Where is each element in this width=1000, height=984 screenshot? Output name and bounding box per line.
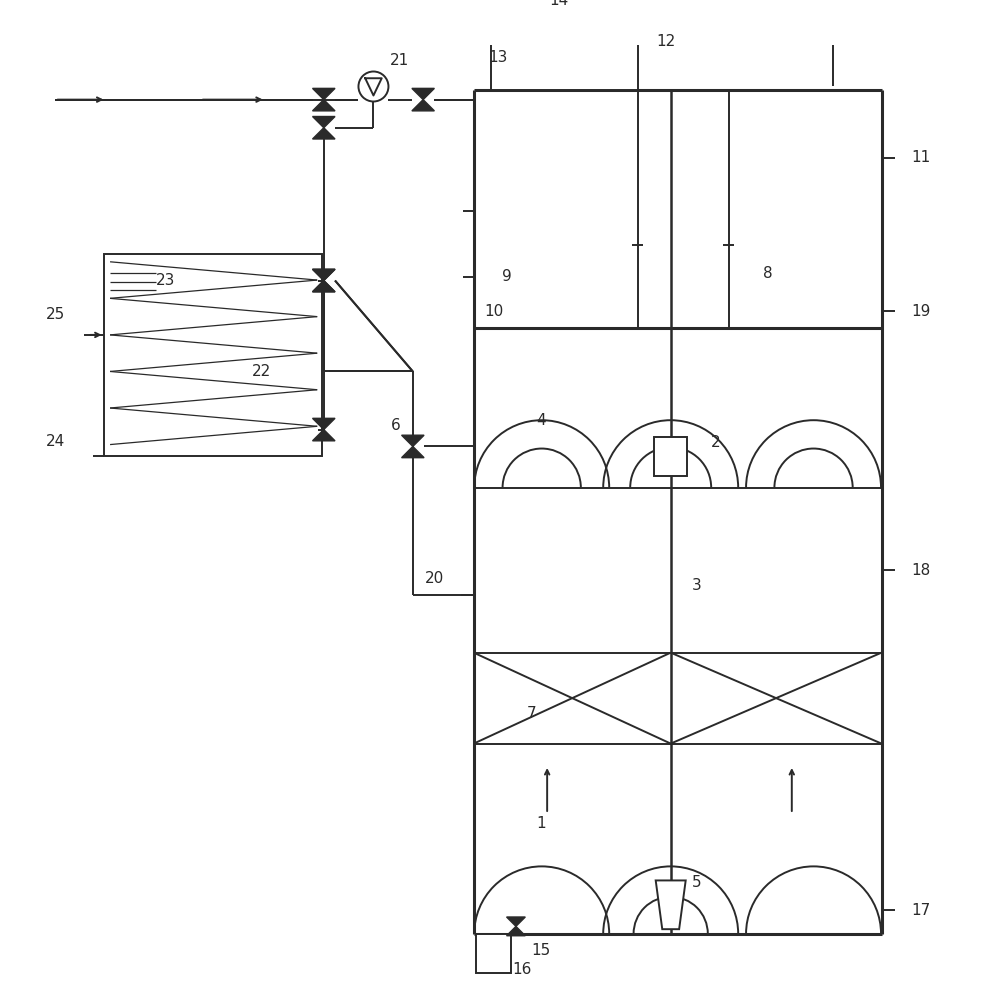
Text: 13: 13 [488,50,508,65]
Polygon shape [313,270,335,280]
Polygon shape [507,926,525,936]
Text: 5: 5 [692,875,702,890]
Text: 1: 1 [536,816,546,830]
Text: 7: 7 [527,707,537,721]
Circle shape [358,72,388,101]
Text: 20: 20 [425,571,444,585]
Polygon shape [313,99,335,111]
Polygon shape [656,881,686,929]
Polygon shape [402,447,424,458]
Text: 12: 12 [656,34,676,49]
Bar [654,437,687,476]
Text: 16: 16 [513,962,532,977]
Polygon shape [412,89,434,99]
Polygon shape [313,280,335,292]
Text: 24: 24 [46,434,65,450]
Polygon shape [313,430,335,441]
Text: 22: 22 [251,364,271,379]
Text: 2: 2 [711,435,721,451]
Text: 23: 23 [156,273,175,288]
Polygon shape [402,435,424,447]
Text: 21: 21 [390,53,409,68]
Polygon shape [313,128,335,139]
Polygon shape [412,99,434,111]
Polygon shape [313,280,335,292]
Text: 25: 25 [46,307,65,322]
Text: 17: 17 [911,903,930,918]
Bar [476,934,511,973]
Text: 15: 15 [532,944,551,958]
Text: 14: 14 [549,0,569,8]
Text: 4: 4 [536,412,546,428]
Text: 6: 6 [391,418,401,433]
Polygon shape [313,89,335,99]
Text: 3: 3 [692,578,702,592]
Bar [104,254,322,456]
Bar [491,17,638,91]
Text: 10: 10 [485,304,504,319]
Polygon shape [313,418,335,430]
Bar [542,0,572,17]
Text: 19: 19 [911,304,931,319]
Polygon shape [313,270,335,280]
Text: 18: 18 [911,563,930,578]
Text: 8: 8 [763,267,772,281]
Polygon shape [507,917,525,926]
Text: 9: 9 [502,270,511,284]
Polygon shape [313,116,335,128]
Text: 11: 11 [911,151,930,165]
